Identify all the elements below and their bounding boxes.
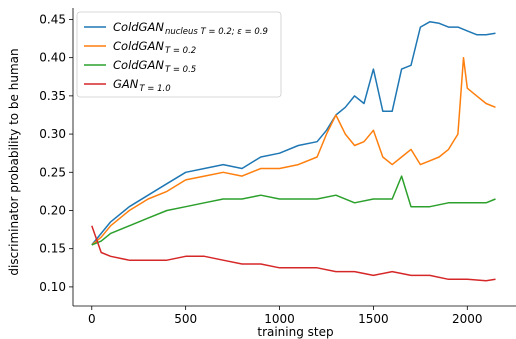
x-axis-label: training step	[257, 325, 333, 339]
series-line-0	[91, 21, 496, 246]
x-tick-label: 500	[174, 312, 197, 326]
legend: ColdGANnucleus T = 0.2; ε = 0.9ColdGANT …	[76, 11, 282, 98]
y-axis-label: discriminator probability to be human	[7, 48, 21, 275]
series-layer	[91, 21, 496, 282]
series-line-3	[91, 225, 496, 282]
y-tick-label: 0.30	[39, 127, 66, 141]
series-line-1	[91, 56, 496, 246]
legend-box	[76, 11, 282, 98]
x-tick-label: 2000	[452, 312, 483, 326]
x-tick-label: 1500	[358, 312, 389, 326]
y-tick-label: 0.40	[39, 51, 66, 65]
y-tick-label: 0.20	[39, 203, 66, 217]
y-tick-label: 0.10	[39, 280, 66, 294]
y-tick-label: 0.15	[39, 242, 66, 256]
y-tick-label: 0.45	[39, 12, 66, 26]
y-tick-label: 0.35	[39, 89, 66, 103]
x-tick-label: 0	[88, 312, 96, 326]
y-tick-label: 0.25	[39, 165, 66, 179]
series-line-2	[91, 175, 496, 246]
ticks: 0 500 1000 1500 2000 0.10 0.15 0.20 0.25 0.30 0.35…	[39, 12, 482, 326]
x-tick-label: 1000	[264, 312, 295, 326]
